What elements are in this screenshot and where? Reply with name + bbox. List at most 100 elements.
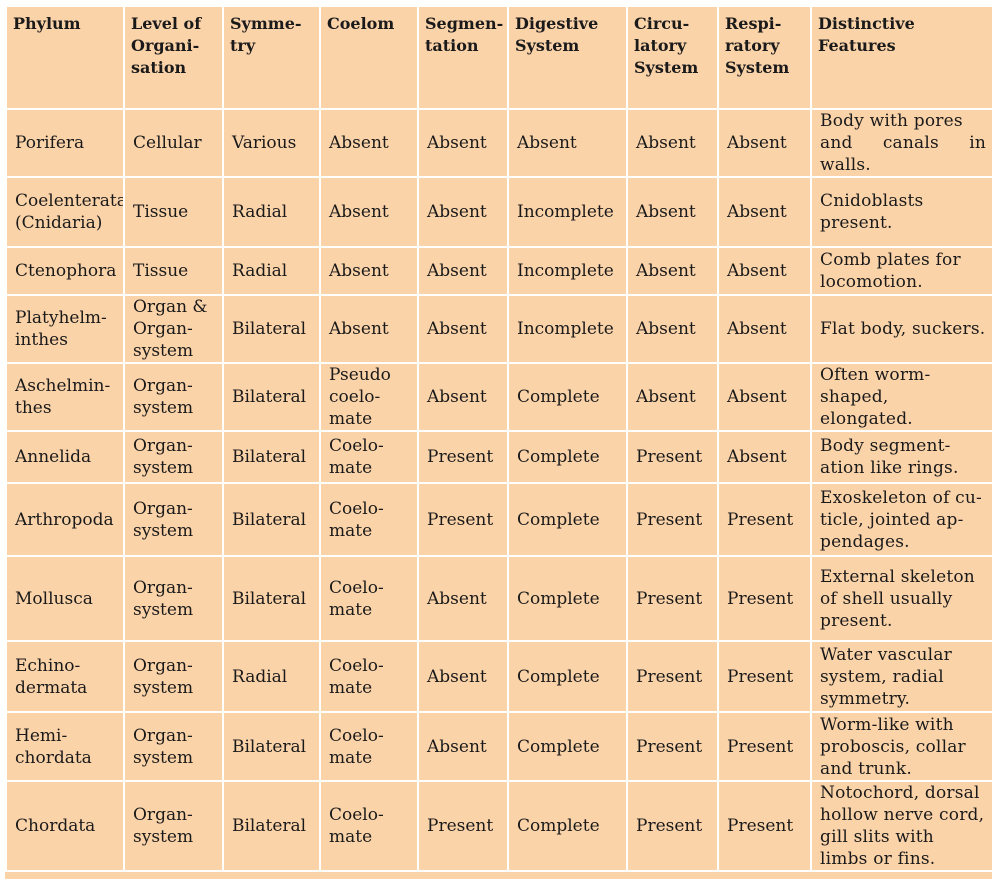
cell-respiratory-system: Absent — [717, 362, 812, 432]
cell-phylum: Ctenophora — [5, 246, 125, 296]
cell-phylum: Arthropoda — [5, 482, 125, 557]
cell-coelom: Coelo- mate — [319, 640, 419, 713]
cell-respiratory-system: Present — [717, 780, 812, 872]
header-symmetry: Symme- try — [222, 5, 321, 110]
cell-symmetry: Various — [222, 108, 321, 178]
header-coelom: Coelom — [319, 5, 419, 110]
cell-circulatory-system: Absent — [626, 246, 719, 296]
cell-digestive-system: Incomplete — [507, 176, 628, 248]
table-row: Coelenterata (Cnidaria) Tissue Radial Absen… — [5, 176, 994, 248]
cell-digestive-system: Complete — [507, 711, 628, 782]
cell-respiratory-system: Absent — [717, 430, 812, 484]
cell-phylum: Hemi- chordata — [5, 711, 125, 782]
table-row: Echino- dermata Organ- system Radial Coelo-… — [5, 640, 994, 713]
cell-coelom: Absent — [319, 246, 419, 296]
cell-symmetry: Bilateral — [222, 711, 321, 782]
cell-segmentation: Absent — [417, 246, 509, 296]
cell-symmetry: Radial — [222, 176, 321, 248]
cell-coelom: Coelo- mate — [319, 780, 419, 872]
cell-circulatory-system: Absent — [626, 294, 719, 364]
cell-symmetry: Bilateral — [222, 482, 321, 557]
cell-digestive-system: Complete — [507, 362, 628, 432]
cell-segmentation: Present — [417, 482, 509, 557]
cell-distinctive-features: Worm-like with proboscis, collar and tru… — [810, 711, 994, 782]
cell-coelom: Coelo- mate — [319, 711, 419, 782]
cell-digestive-system: Absent — [507, 108, 628, 178]
cell-symmetry: Bilateral — [222, 555, 321, 642]
cell-coelom: Absent — [319, 176, 419, 248]
cell-distinctive-features: Comb plates for locomotion. — [810, 246, 994, 296]
cell-phylum: Aschelmin- thes — [5, 362, 125, 432]
table-row: Ctenophora Tissue Radial Absent Absent Incomp… — [5, 246, 994, 296]
header-level-of-organisation: Level of Organi- sation — [123, 5, 224, 110]
table-row: Arthropoda Organ- system Bilateral Coelo- m… — [5, 482, 994, 557]
cell-coelom: Coelo- mate — [319, 555, 419, 642]
cell-distinctive-features: Cnidoblasts present. — [810, 176, 994, 248]
cell-segmentation: Absent — [417, 640, 509, 713]
cell-circulatory-system: Present — [626, 430, 719, 484]
cell-segmentation: Absent — [417, 176, 509, 248]
cell-level-of-organisation: Tissue — [123, 246, 224, 296]
cell-circulatory-system: Absent — [626, 108, 719, 178]
cell-distinctive-features: Exoskeleton of cu- ticle, jointed ap- pe… — [810, 482, 994, 557]
phylum-comparison-table: Phylum Level of Organi- sation Symme- tr… — [5, 5, 994, 872]
header-row: Phylum Level of Organi- sation Symme- tr… — [5, 5, 994, 110]
header-circulatory-system: Circu- latory System — [626, 5, 719, 110]
table-row: Hemi- chordata Organ- system Bilateral Coel… — [5, 711, 994, 782]
cell-phylum: Mollusca — [5, 555, 125, 642]
cell-digestive-system: Complete — [507, 555, 628, 642]
cell-coelom: Coelo- mate — [319, 430, 419, 484]
cell-segmentation: Absent — [417, 711, 509, 782]
cell-respiratory-system: Absent — [717, 294, 812, 364]
cell-symmetry: Bilateral — [222, 430, 321, 484]
header-distinctive-features: Distinctive Features — [810, 5, 994, 110]
cell-segmentation: Absent — [417, 362, 509, 432]
cell-coelom: Pseudo coelo- mate — [319, 362, 419, 432]
cell-level-of-organisation: Cellular — [123, 108, 224, 178]
cell-phylum: Platyhelm- inthes — [5, 294, 125, 364]
header-segmentation: Segmen- tation — [417, 5, 509, 110]
cell-symmetry: Radial — [222, 640, 321, 713]
cell-distinctive-features: Body with pores and canals in walls. — [810, 108, 994, 178]
cell-digestive-system: Complete — [507, 780, 628, 872]
cell-phylum: Echino- dermata — [5, 640, 125, 713]
cell-phylum: Chordata — [5, 780, 125, 872]
cell-respiratory-system: Absent — [717, 108, 812, 178]
cell-distinctive-features: Body segment- ation like rings. — [810, 430, 994, 484]
cell-digestive-system: Incomplete — [507, 294, 628, 364]
cell-distinctive-features: Often worm- shaped, elongated. — [810, 362, 994, 432]
cell-respiratory-system: Absent — [717, 246, 812, 296]
cell-respiratory-system: Present — [717, 555, 812, 642]
cell-distinctive-features: External skeleton of shell usually prese… — [810, 555, 994, 642]
table-row: Porifera Cellular Various Absent Absent Absen… — [5, 108, 994, 178]
cell-level-of-organisation: Tissue — [123, 176, 224, 248]
cell-phylum: Coelenterata (Cnidaria) — [5, 176, 125, 248]
cell-symmetry: Bilateral — [222, 294, 321, 364]
cell-level-of-organisation: Organ- system — [123, 482, 224, 557]
cell-level-of-organisation: Organ & Organ- system — [123, 294, 224, 364]
cell-level-of-organisation: Organ- system — [123, 780, 224, 872]
table-row: Chordata Organ- system Bilateral Coelo- mat… — [5, 780, 994, 872]
cell-segmentation: Present — [417, 430, 509, 484]
cell-symmetry: Radial — [222, 246, 321, 296]
cell-distinctive-features: Water vascular system, radial symmetry. — [810, 640, 994, 713]
cell-level-of-organisation: Organ- system — [123, 555, 224, 642]
cell-level-of-organisation: Organ- system — [123, 362, 224, 432]
cell-segmentation: Absent — [417, 555, 509, 642]
cell-digestive-system: Complete — [507, 430, 628, 484]
cell-circulatory-system: Absent — [626, 176, 719, 248]
cell-digestive-system: Complete — [507, 482, 628, 557]
cell-digestive-system: Incomplete — [507, 246, 628, 296]
header-digestive-system: Digestive System — [507, 5, 628, 110]
cell-respiratory-system: Present — [717, 711, 812, 782]
header-respiratory-system: Respi- ratory System — [717, 5, 812, 110]
cell-coelom: Coelo- mate — [319, 482, 419, 557]
table-body: Porifera Cellular Various Absent Absent Absen… — [5, 108, 994, 872]
table-row: Aschelmin- thes Organ- system Bilateral Pse… — [5, 362, 994, 432]
cell-circulatory-system: Present — [626, 482, 719, 557]
cell-respiratory-system: Present — [717, 482, 812, 557]
cell-circulatory-system: Present — [626, 711, 719, 782]
cell-distinctive-features: Flat body, suckers. — [810, 294, 994, 364]
cell-symmetry: Bilateral — [222, 780, 321, 872]
header-phylum: Phylum — [5, 5, 125, 110]
